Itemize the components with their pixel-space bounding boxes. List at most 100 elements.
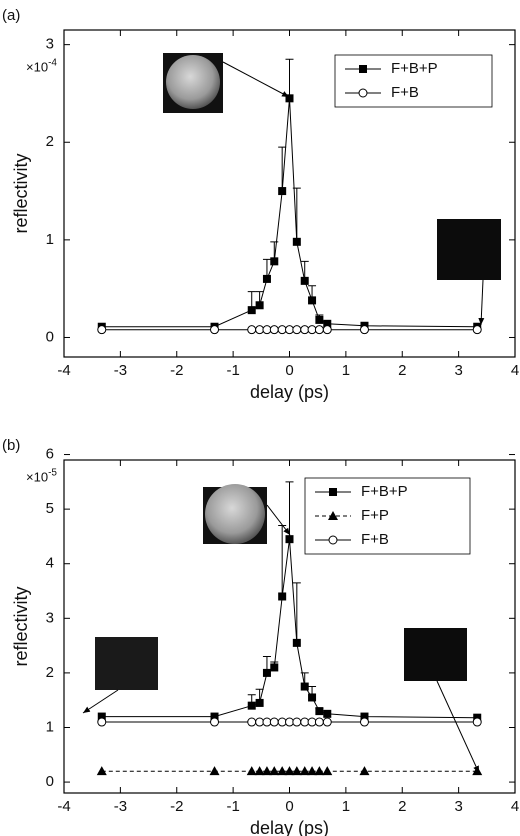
marker xyxy=(255,325,265,335)
legend-label: F+B xyxy=(391,84,419,101)
marker xyxy=(292,717,302,727)
error-bar xyxy=(292,187,301,242)
marker xyxy=(300,325,310,335)
y-scale-base: ×10 xyxy=(26,470,48,485)
marker xyxy=(291,766,302,776)
y-scale-exponent: -5 xyxy=(48,467,57,478)
panel-label: (b) xyxy=(2,437,20,454)
y-tick-label: 0 xyxy=(46,773,54,790)
marker xyxy=(472,717,482,727)
inset-arrow xyxy=(222,61,290,98)
marker xyxy=(247,306,256,315)
y-axis-label: reflectivity xyxy=(11,153,31,233)
marker xyxy=(472,766,483,776)
marker xyxy=(269,766,280,776)
x-tick-label: -2 xyxy=(170,362,183,379)
x-tick-label: 2 xyxy=(398,798,406,815)
marker xyxy=(278,592,287,601)
marker xyxy=(278,187,287,196)
marker xyxy=(269,325,279,335)
marker xyxy=(322,325,332,335)
marker xyxy=(277,717,287,727)
legend-marker xyxy=(328,535,338,545)
inset-image xyxy=(205,484,265,544)
inset-image xyxy=(437,219,501,280)
y-tick-label: 3 xyxy=(46,36,54,53)
legend-box xyxy=(334,54,493,108)
marker xyxy=(300,276,309,285)
marker xyxy=(308,693,317,702)
marker xyxy=(285,717,294,727)
marker xyxy=(322,766,333,776)
marker xyxy=(209,766,220,776)
inset-arrow xyxy=(478,279,485,326)
error-bar xyxy=(278,146,287,192)
marker xyxy=(97,717,107,727)
x-tick-label: -2 xyxy=(170,798,183,815)
marker xyxy=(307,717,317,727)
marker xyxy=(269,717,279,727)
marker xyxy=(247,325,257,335)
x-tick-label: 1 xyxy=(342,798,350,815)
marker xyxy=(359,717,369,727)
y-scale-label: ×10-4 xyxy=(26,57,57,75)
y-tick-label: 4 xyxy=(46,555,54,572)
marker xyxy=(292,237,301,246)
x-axis-label: delay (ps) xyxy=(250,382,329,402)
x-tick-label: 3 xyxy=(454,798,462,815)
x-tick-label: 0 xyxy=(285,362,293,379)
marker xyxy=(314,766,325,776)
marker xyxy=(247,701,256,710)
legend-label: F+B xyxy=(361,531,389,548)
marker xyxy=(285,325,294,335)
marker xyxy=(292,325,302,335)
marker xyxy=(285,535,294,544)
marker xyxy=(96,766,107,776)
y-tick-label: 2 xyxy=(46,664,54,681)
x-tick-label: 0 xyxy=(285,798,293,815)
marker xyxy=(359,766,370,776)
insets xyxy=(82,53,501,774)
marker xyxy=(262,325,272,335)
marker xyxy=(285,94,294,103)
x-tick-label: -1 xyxy=(226,798,239,815)
marker xyxy=(247,717,257,727)
y-tick-label: 2 xyxy=(46,133,54,150)
error-bar xyxy=(285,481,294,540)
marker xyxy=(300,682,309,691)
marker xyxy=(277,766,288,776)
y-scale-base: ×10 xyxy=(26,60,48,75)
y-tick-label: 1 xyxy=(46,718,54,735)
marker xyxy=(270,663,279,672)
x-tick-label: -3 xyxy=(114,798,127,815)
y-scale-exponent: -4 xyxy=(48,57,57,68)
legend-marker xyxy=(328,511,338,520)
legend-marker xyxy=(329,488,337,496)
error-bar xyxy=(292,582,301,643)
y-tick-label: 6 xyxy=(46,446,54,463)
y-tick-label: 3 xyxy=(46,609,54,626)
inset-image xyxy=(404,628,467,681)
x-tick-label: 3 xyxy=(454,362,462,379)
panel-label: (a) xyxy=(2,7,20,24)
legend-label: F+B+P xyxy=(361,483,408,500)
marker xyxy=(472,325,482,335)
marker xyxy=(255,717,265,727)
marker xyxy=(97,325,107,335)
y-scale-label: ×10-5 xyxy=(26,467,57,485)
marker xyxy=(246,766,257,776)
x-tick-label: -3 xyxy=(114,362,127,379)
y-tick-label: 0 xyxy=(46,328,54,345)
y-axis-label: reflectivity xyxy=(11,586,31,666)
x-tick-label: -4 xyxy=(57,798,70,815)
marker xyxy=(315,315,324,324)
x-tick-label: 2 xyxy=(398,362,406,379)
inset-image xyxy=(166,55,220,109)
marker xyxy=(307,325,317,335)
marker xyxy=(210,717,220,727)
marker xyxy=(314,325,324,335)
marker xyxy=(299,766,310,776)
y-tick-label: 1 xyxy=(46,231,54,248)
marker xyxy=(315,707,324,716)
series-line xyxy=(101,98,478,328)
